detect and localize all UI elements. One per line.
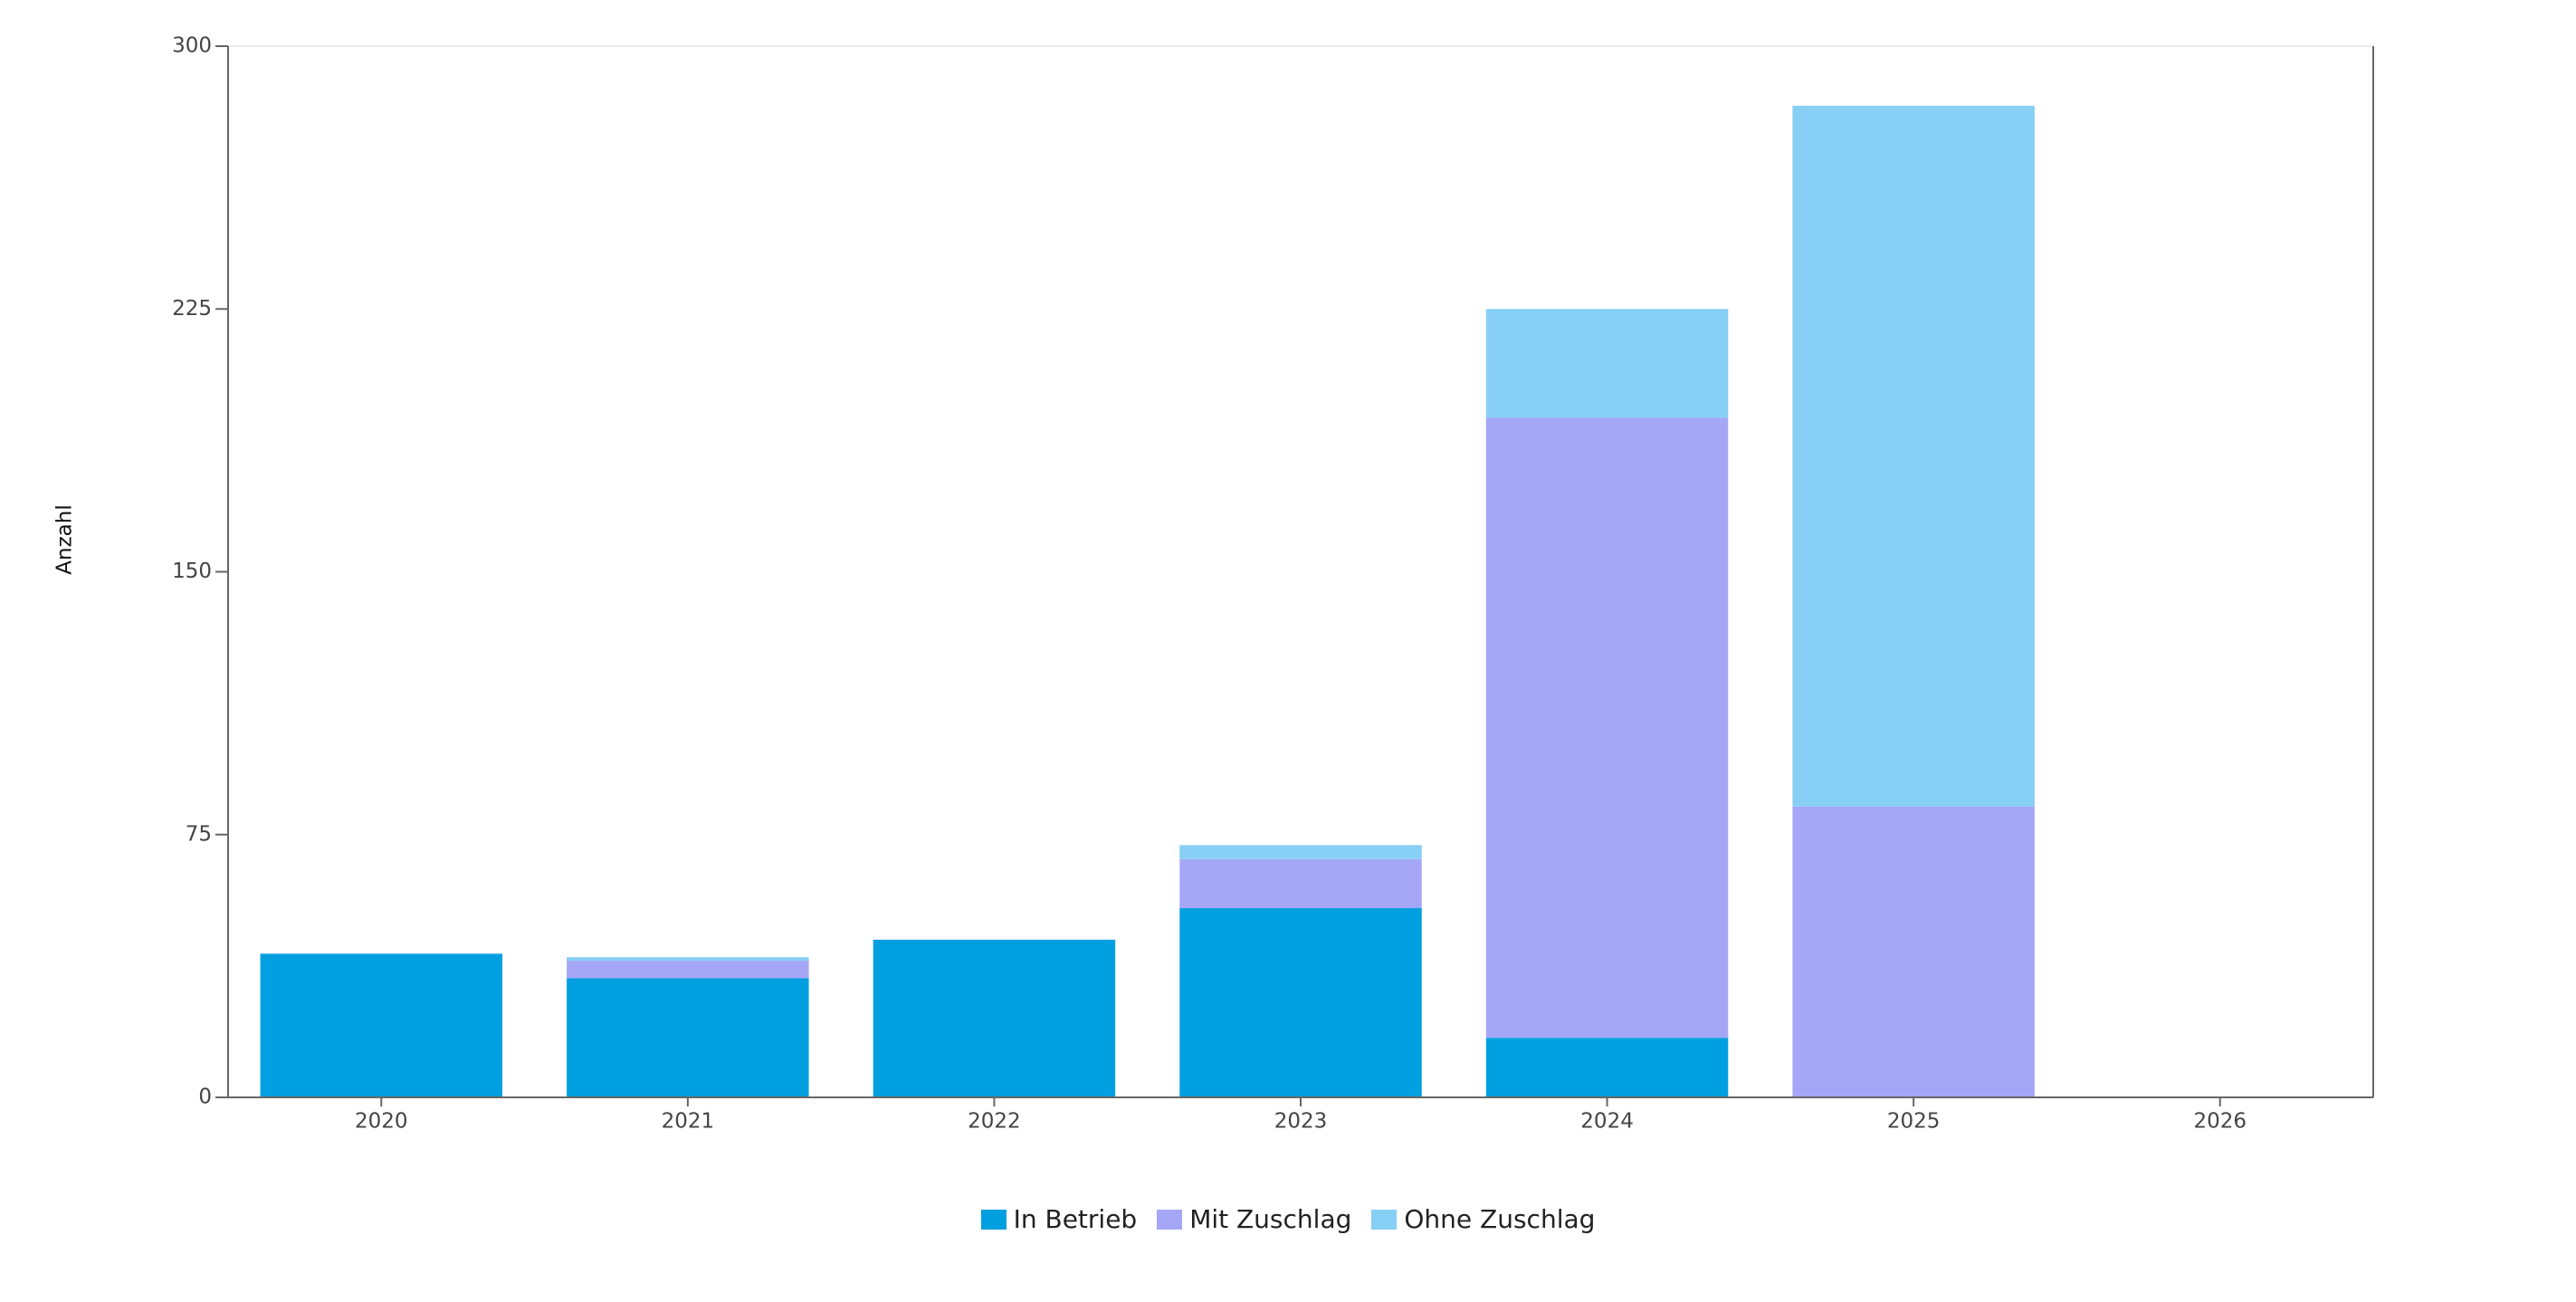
bar-segment [1179, 908, 1422, 1097]
y-axis-label: Anzahl [53, 504, 77, 574]
bar-segment [567, 978, 809, 1097]
x-tick-label: 2022 [968, 1110, 1021, 1134]
legend-swatch [1371, 1209, 1398, 1230]
y-tick-label: 225 [172, 297, 212, 321]
bar-segment [567, 957, 809, 962]
legend-label: Ohne Zuschlag [1404, 1204, 1596, 1234]
x-tick-label: 2021 [662, 1110, 715, 1134]
legend-item[interactable]: Mit Zuschlag [1157, 1204, 1351, 1234]
bar-segment [1485, 1038, 1729, 1097]
bar-segment [1485, 417, 1729, 1039]
bar-segment [1179, 845, 1422, 859]
y-tick-label: 150 [172, 560, 212, 583]
chart: Anzahl 0 75 150 225 300 2020 2021 2022 2023 2024 2… [53, 34, 2374, 1134]
bar-segment [260, 953, 503, 1097]
x-tick-label: 2025 [1887, 1110, 1941, 1134]
legend: In Betrieb Mit Zuschlag Ohne Zuschlag [0, 1204, 2576, 1234]
legend-swatch [980, 1209, 1007, 1230]
legend-item[interactable]: In Betrieb [980, 1204, 1138, 1234]
x-tick-label: 2020 [355, 1110, 408, 1134]
bar-segment [1179, 858, 1422, 909]
legend-label: Mit Zuschlag [1189, 1204, 1352, 1234]
legend-item[interactable]: Ohne Zuschlag [1371, 1204, 1595, 1234]
y-tick-label: 0 [198, 1086, 212, 1109]
bar-segment [1485, 309, 1729, 418]
bar-segment [567, 961, 809, 979]
x-tick-label: 2024 [1580, 1110, 1634, 1134]
y-tick-label: 300 [172, 34, 212, 58]
bar-segment [873, 939, 1116, 1097]
bar-segment [1792, 806, 2035, 1097]
y-tick-label: 75 [186, 822, 212, 846]
legend-label: In Betrieb [1013, 1204, 1138, 1234]
x-tick-label: 2023 [1274, 1110, 1328, 1134]
x-tick-label: 2026 [2193, 1110, 2247, 1134]
legend-swatch [1157, 1209, 1183, 1230]
bar-segment [1792, 105, 2035, 807]
